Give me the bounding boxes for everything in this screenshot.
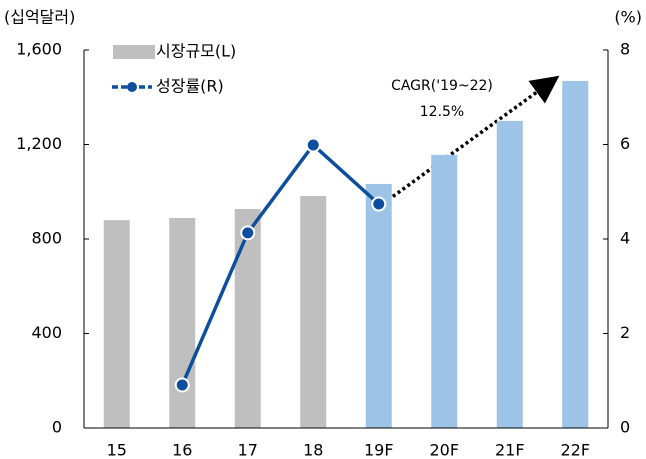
y-tick-label: 0 xyxy=(52,418,62,437)
x-tick-label: 17 xyxy=(238,441,258,459)
y2-tick-label: 0 xyxy=(620,418,630,437)
y2-tick-label: 8 xyxy=(620,40,630,59)
bar xyxy=(496,120,523,428)
line-marker xyxy=(240,225,256,241)
y-tick-label: 1,200 xyxy=(16,134,62,153)
bar xyxy=(234,208,261,428)
bar xyxy=(169,217,196,428)
legend-label: 성장률(R) xyxy=(156,77,224,96)
legend-label: 시장규모(L) xyxy=(156,42,236,61)
y-tick-label: 400 xyxy=(31,323,62,342)
x-tick-label: 22F xyxy=(560,441,590,459)
legend-swatch xyxy=(113,45,155,59)
y2-axis-label: (%) xyxy=(614,8,642,27)
y2-tick-label: 4 xyxy=(620,229,630,248)
y2-tick-label: 6 xyxy=(620,134,630,153)
x-tick-label: 21F xyxy=(495,441,525,459)
annotation: CAGR('19~22) xyxy=(391,78,493,94)
bar xyxy=(103,220,130,428)
x-tick-label: 18 xyxy=(303,441,323,459)
x-tick-label: 19F xyxy=(364,441,394,459)
line-marker xyxy=(371,196,387,212)
bar xyxy=(431,154,458,428)
bar xyxy=(562,80,589,428)
y2-tick-label: 2 xyxy=(620,323,630,342)
x-tick-label: 15 xyxy=(107,441,127,459)
x-tick-label: 16 xyxy=(172,441,192,459)
line-marker xyxy=(305,137,321,153)
annotation: 12.5% xyxy=(420,104,464,120)
y-tick-label: 800 xyxy=(31,229,62,248)
legend-swatch xyxy=(127,82,137,92)
line-marker xyxy=(174,377,190,393)
y-axis-label: (십억달러) xyxy=(4,8,75,27)
bar xyxy=(300,196,327,428)
bar xyxy=(365,183,392,428)
y-tick-label: 1,600 xyxy=(16,40,62,59)
cagr-arrow xyxy=(386,75,560,202)
line xyxy=(180,142,380,386)
x-tick-label: 20F xyxy=(429,441,459,459)
